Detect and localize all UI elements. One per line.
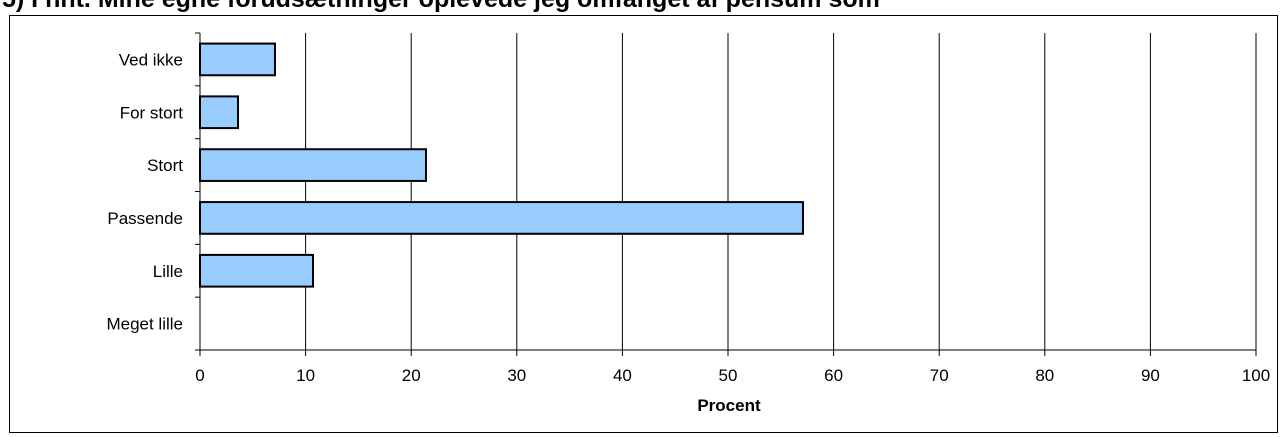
x-tick-label: 100 [1242,366,1270,385]
bar [199,201,804,235]
y-tick-label: Stort [147,156,183,175]
x-tick-label: 90 [1141,366,1160,385]
bar [199,95,240,130]
x-tick-label: 70 [930,366,949,385]
x-tick-label: 30 [507,366,526,385]
y-tick-label: Ved ikke [119,50,183,69]
y-tick-label: Passende [107,209,183,228]
chart-title: 5) I hht. Mine egne forudsætninger oplev… [2,0,880,14]
chart-frame [9,15,1278,433]
x-tick-label: 50 [719,366,738,385]
x-tick-label: 40 [613,366,632,385]
bar [199,253,314,288]
y-tick-label: Meget lille [106,315,183,334]
x-tick-label: 80 [1035,366,1054,385]
x-tick-label: 0 [195,366,204,385]
x-tick-label: 60 [824,366,843,385]
x-tick-label: 20 [402,366,421,385]
bar [199,42,276,77]
bar [199,148,427,182]
x-tick-label: 10 [296,366,315,385]
x-axis-label: Procent [697,396,761,415]
title-strip: 5) I hht. Mine egne forudsætninger oplev… [0,0,1282,14]
y-tick-label: Lille [153,262,183,281]
y-tick-label: For stort [120,103,184,122]
